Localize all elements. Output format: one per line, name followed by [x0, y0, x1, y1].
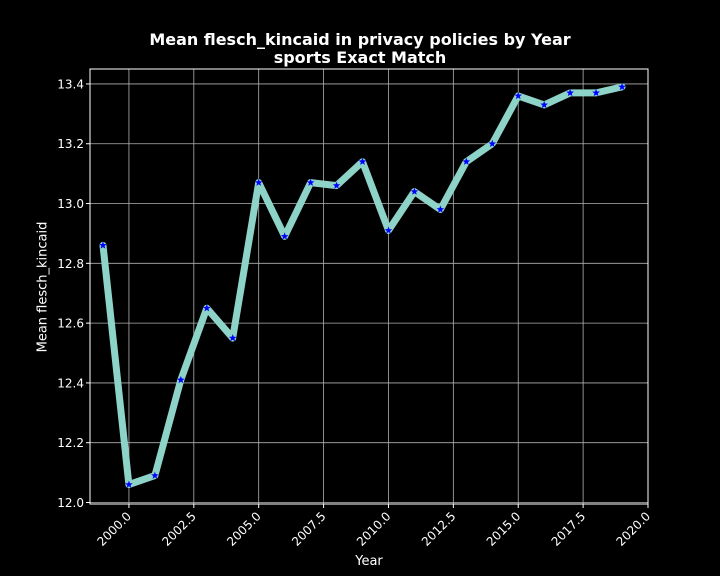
series-line: [99, 83, 626, 489]
y-tick-label: 13.0: [57, 197, 84, 211]
x-tick-label: 2000.0: [94, 509, 134, 549]
x-tick-label: 2012.5: [419, 509, 459, 549]
y-axis-label: Mean flesch_kincaid: [35, 221, 51, 353]
data-point-marker: [177, 375, 185, 384]
x-tick-label: 2020.0: [614, 509, 654, 549]
data-point-marker: [592, 88, 600, 97]
series-line-layer: [99, 83, 626, 489]
y-tick-label: 12.2: [57, 436, 84, 450]
y-tick-label: 13.2: [57, 137, 84, 151]
data-point-marker: [151, 471, 159, 479]
data-point-marker: [280, 232, 289, 240]
y-tick-label: 13.4: [57, 77, 84, 91]
x-tick-label: 2007.5: [289, 509, 329, 549]
data-point-marker: [618, 82, 626, 91]
x-tick-label: 2017.5: [549, 509, 589, 549]
data-point-marker: [228, 334, 237, 342]
data-point-marker: [488, 139, 497, 147]
data-point-marker: [566, 88, 574, 97]
data-point-marker: [514, 91, 523, 100]
chart-title-line-1: Mean flesch_kincaid in privacy policies …: [149, 30, 571, 49]
plot-frame: [89, 68, 649, 505]
x-axis-label: Year: [355, 554, 383, 569]
x-tick-label: 2010.0: [354, 509, 394, 549]
x-tick-label: 2015.0: [484, 509, 524, 549]
y-tick-label: 12.4: [57, 376, 84, 390]
y-tick-label: 12.8: [57, 257, 84, 271]
series-markers: [99, 82, 626, 488]
data-point-marker: [306, 178, 315, 186]
data-point-marker: [462, 157, 471, 165]
chart-title-line-2: sports Exact Match: [273, 48, 447, 67]
y-tick-label: 12.6: [57, 317, 84, 331]
data-point-marker: [332, 181, 341, 189]
data-point-marker: [436, 205, 445, 213]
y-tick-label: 12.0: [57, 496, 84, 510]
data-point-marker: [202, 304, 211, 312]
data-point-marker: [254, 178, 263, 186]
data-point-marker: [358, 157, 367, 165]
data-point-marker: [540, 100, 548, 109]
grid-lines: [90, 69, 649, 504]
x-tick-label: 2002.5: [159, 509, 199, 549]
data-point-marker: [384, 226, 393, 234]
x-tick-label: 2005.0: [224, 509, 264, 549]
data-point-marker: [99, 241, 107, 249]
data-point-marker: [410, 187, 419, 195]
data-point-marker: [125, 480, 133, 488]
